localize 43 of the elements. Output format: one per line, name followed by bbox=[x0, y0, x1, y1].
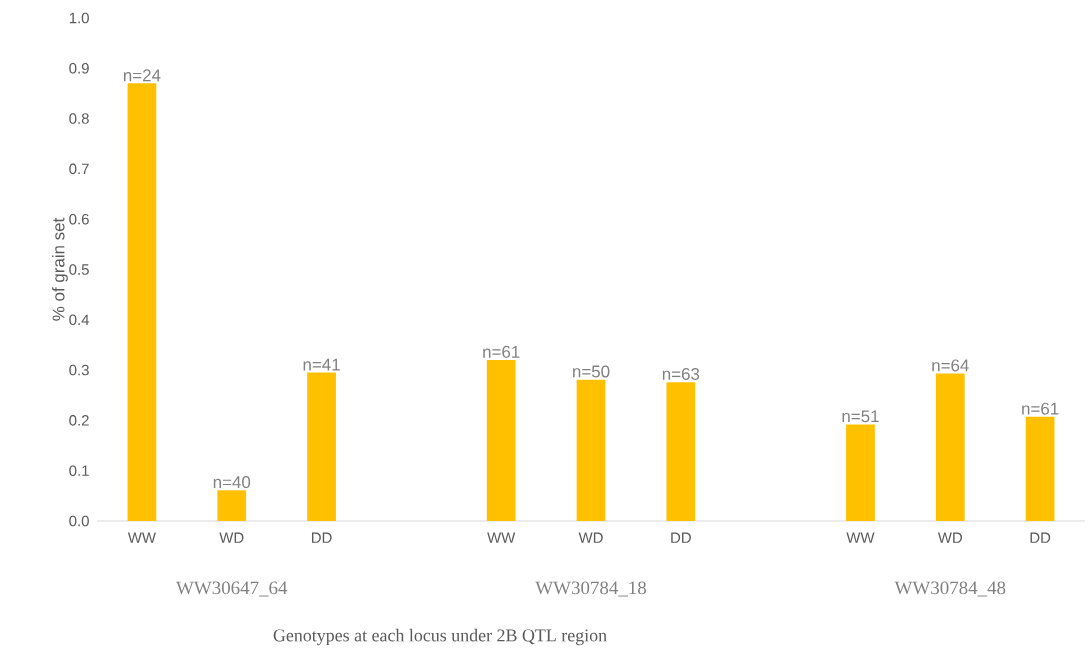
annotation: n=40 bbox=[213, 476, 251, 489]
text: WW30784_18 bbox=[535, 581, 647, 597]
y-tick-label: 0.3 bbox=[69, 364, 89, 376]
y-tick-label: 0.6 bbox=[69, 213, 89, 225]
x-tick-label: DD bbox=[1030, 532, 1051, 543]
annotation: n=24 bbox=[123, 69, 161, 82]
y-tick-label: 0.2 bbox=[69, 415, 89, 426]
annotation: n=63 bbox=[662, 367, 700, 380]
bar bbox=[846, 424, 875, 521]
text: WW30647_64 bbox=[176, 581, 288, 597]
bar bbox=[1025, 416, 1055, 521]
x-tick-label: WD bbox=[578, 532, 603, 543]
text: WW30784_48 bbox=[894, 581, 1006, 597]
y-tick-label: 0.0 bbox=[69, 515, 89, 527]
y-tick-label: 1.0 bbox=[69, 12, 89, 24]
y-tick-label: 0.5 bbox=[69, 264, 89, 275]
y-axis-title: % of grain set bbox=[52, 217, 68, 321]
x-tick-label: DD bbox=[311, 532, 332, 543]
x-tick-label: WD bbox=[937, 532, 963, 543]
y-tick-label: 0.9 bbox=[69, 62, 89, 74]
x-tick-label: DD bbox=[671, 532, 691, 543]
bar bbox=[127, 83, 157, 521]
y-tick-label: 0.8 bbox=[69, 113, 89, 124]
y-tick-label: 0.4 bbox=[69, 314, 90, 326]
bar bbox=[217, 490, 247, 521]
bar bbox=[486, 360, 516, 521]
annotation: n=61 bbox=[1022, 402, 1059, 415]
x-tick-label: WW bbox=[487, 532, 516, 543]
y-tick-label: 0.1 bbox=[69, 465, 89, 476]
annotation: n=61 bbox=[483, 345, 520, 358]
x-tick-label: WW bbox=[846, 532, 875, 543]
annotation: n=41 bbox=[303, 358, 340, 371]
x-tick-label: WD bbox=[219, 532, 244, 543]
bar bbox=[307, 372, 336, 521]
bar bbox=[935, 373, 965, 521]
x-tick-label: WW bbox=[127, 532, 156, 543]
bar bbox=[576, 379, 606, 521]
bar bbox=[666, 382, 696, 521]
x-axis-title: Genotypes at each locus under 2B QTL region bbox=[273, 628, 607, 646]
annotation: n=51 bbox=[842, 410, 879, 423]
annotation: n=64 bbox=[932, 359, 969, 372]
annotation: n=50 bbox=[573, 365, 610, 378]
y-tick-label: 0.7 bbox=[69, 163, 89, 175]
